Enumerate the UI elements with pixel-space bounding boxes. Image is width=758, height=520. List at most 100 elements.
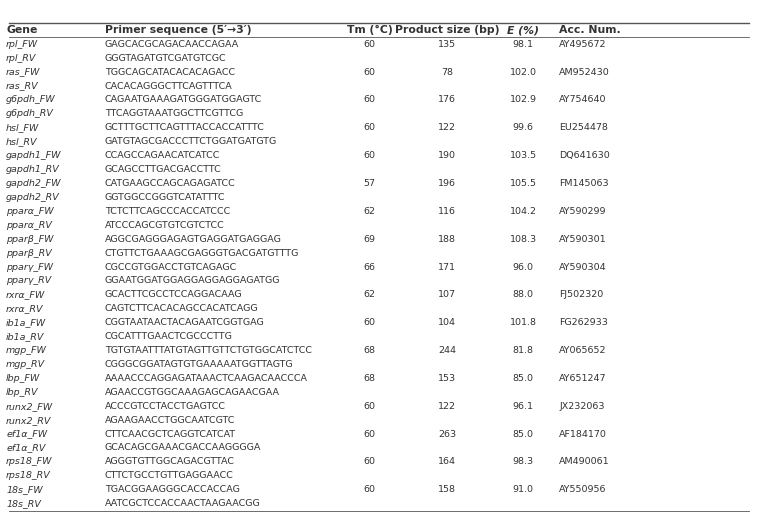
Text: 99.6: 99.6 bbox=[512, 123, 534, 132]
Text: rxrα_FW: rxrα_FW bbox=[6, 290, 45, 300]
Text: AY590299: AY590299 bbox=[559, 207, 607, 216]
Text: gapdh1_RV: gapdh1_RV bbox=[6, 165, 60, 174]
Text: AY651247: AY651247 bbox=[559, 374, 607, 383]
Text: lbp_RV: lbp_RV bbox=[6, 388, 39, 397]
Text: GCACTTCGCCTCCAGGACAAG: GCACTTCGCCTCCAGGACAAG bbox=[105, 290, 243, 300]
Text: TGACGGAAGGGCACCACCAG: TGACGGAAGGGCACCACCAG bbox=[105, 485, 240, 494]
Text: CGGTAATAACTACAGAATCGGTGAG: CGGTAATAACTACAGAATCGGTGAG bbox=[105, 318, 265, 327]
Text: 122: 122 bbox=[438, 402, 456, 411]
Text: 153: 153 bbox=[438, 374, 456, 383]
Text: 190: 190 bbox=[438, 151, 456, 160]
Text: 91.0: 91.0 bbox=[512, 485, 534, 494]
Text: AGGGTGTTGGCAGACGTTAC: AGGGTGTTGGCAGACGTTAC bbox=[105, 458, 235, 466]
Text: hsl_FW: hsl_FW bbox=[6, 123, 39, 132]
Text: g6pdh_RV: g6pdh_RV bbox=[6, 109, 54, 119]
Text: 60: 60 bbox=[364, 458, 375, 466]
Text: CTTCTGCCTGTTGAGGAACC: CTTCTGCCTGTTGAGGAACC bbox=[105, 471, 233, 480]
Text: GGTGGCCGGGTCATATTTC: GGTGGCCGGGTCATATTTC bbox=[105, 193, 225, 202]
Text: FM145063: FM145063 bbox=[559, 179, 609, 188]
Text: 158: 158 bbox=[438, 485, 456, 494]
Text: AATCGCTCCACCAACTAAGAACGG: AATCGCTCCACCAACTAAGAACGG bbox=[105, 499, 260, 508]
Text: 81.8: 81.8 bbox=[512, 346, 534, 355]
Text: 78: 78 bbox=[441, 68, 453, 76]
Text: 98.3: 98.3 bbox=[512, 458, 534, 466]
Text: AY590304: AY590304 bbox=[559, 263, 607, 271]
Text: 263: 263 bbox=[438, 430, 456, 438]
Text: Primer sequence (5′→3′): Primer sequence (5′→3′) bbox=[105, 25, 251, 35]
Text: AY065652: AY065652 bbox=[559, 346, 607, 355]
Text: 18s_RV: 18s_RV bbox=[6, 499, 41, 508]
Text: 107: 107 bbox=[438, 290, 456, 300]
Text: pparβ_FW: pparβ_FW bbox=[6, 235, 54, 244]
Text: AM490061: AM490061 bbox=[559, 458, 610, 466]
Text: rps18_RV: rps18_RV bbox=[6, 471, 51, 480]
Text: rpl_FW: rpl_FW bbox=[6, 40, 38, 49]
Text: 103.5: 103.5 bbox=[509, 151, 537, 160]
Text: 135: 135 bbox=[438, 40, 456, 49]
Text: 60: 60 bbox=[364, 151, 375, 160]
Text: 176: 176 bbox=[438, 96, 456, 105]
Text: g6pdh_FW: g6pdh_FW bbox=[6, 96, 55, 105]
Text: CAGAATGAAAGATGGGATGGAGTC: CAGAATGAAAGATGGGATGGAGTC bbox=[105, 96, 262, 105]
Text: GCTTTGCTTCAGTTTACCACCATTTC: GCTTTGCTTCAGTTTACCACCATTTC bbox=[105, 123, 265, 132]
Text: 101.8: 101.8 bbox=[509, 318, 537, 327]
Text: 164: 164 bbox=[438, 458, 456, 466]
Text: AM952430: AM952430 bbox=[559, 68, 610, 76]
Text: AY754640: AY754640 bbox=[559, 96, 607, 105]
Text: 104.2: 104.2 bbox=[509, 207, 537, 216]
Text: 102.0: 102.0 bbox=[509, 68, 537, 76]
Text: lbp_FW: lbp_FW bbox=[6, 374, 40, 383]
Text: Acc. Num.: Acc. Num. bbox=[559, 25, 621, 35]
Text: 68: 68 bbox=[364, 346, 375, 355]
Text: 62: 62 bbox=[364, 207, 375, 216]
Text: 62: 62 bbox=[364, 290, 375, 300]
Text: 57: 57 bbox=[364, 179, 375, 188]
Text: 60: 60 bbox=[364, 430, 375, 438]
Text: GGGTAGATGTCGATGTCGC: GGGTAGATGTCGATGTCGC bbox=[105, 54, 226, 63]
Text: Gene: Gene bbox=[6, 25, 37, 35]
Text: runx2_RV: runx2_RV bbox=[6, 415, 52, 425]
Text: CCAGCCAGAACATCATCC: CCAGCCAGAACATCATCC bbox=[105, 151, 220, 160]
Text: TCTCTTCAGCCCACCATCCC: TCTCTTCAGCCCACCATCCC bbox=[105, 207, 230, 216]
Text: AF184170: AF184170 bbox=[559, 430, 607, 438]
Text: 105.5: 105.5 bbox=[509, 179, 537, 188]
Text: gapdh1_FW: gapdh1_FW bbox=[6, 151, 61, 160]
Text: 60: 60 bbox=[364, 96, 375, 105]
Text: ib1a_FW: ib1a_FW bbox=[6, 318, 46, 327]
Text: runx2_FW: runx2_FW bbox=[6, 402, 53, 411]
Text: AGAACCGTGGCAAAGAGCAGAACGAA: AGAACCGTGGCAAAGAGCAGAACGAA bbox=[105, 388, 280, 397]
Text: mgp_FW: mgp_FW bbox=[6, 346, 47, 355]
Text: CATGAAGCCAGCAGAGATCC: CATGAAGCCAGCAGAGATCC bbox=[105, 179, 235, 188]
Text: Product size (bp): Product size (bp) bbox=[395, 25, 500, 35]
Text: TGTGTAATTTATGTAGTTGTTCTGTGGCATCTCC: TGTGTAATTTATGTAGTTGTTCTGTGGCATCTCC bbox=[105, 346, 312, 355]
Text: pparγ_RV: pparγ_RV bbox=[6, 277, 52, 285]
Text: 69: 69 bbox=[364, 235, 375, 244]
Text: TGGCAGCATACACACAGACC: TGGCAGCATACACACAGACC bbox=[105, 68, 235, 76]
Text: rps18_FW: rps18_FW bbox=[6, 458, 52, 466]
Text: 188: 188 bbox=[438, 235, 456, 244]
Text: AGGCGAGGGAGAGTGAGGATGAGGAG: AGGCGAGGGAGAGTGAGGATGAGGAG bbox=[105, 235, 281, 244]
Text: 60: 60 bbox=[364, 485, 375, 494]
Text: GGAATGGATGGAGGAGGAGGAGATGG: GGAATGGATGGAGGAGGAGGAGATGG bbox=[105, 277, 280, 285]
Text: 60: 60 bbox=[364, 123, 375, 132]
Text: ATCCCAGCGTGTCGTCTCC: ATCCCAGCGTGTCGTCTCC bbox=[105, 221, 224, 230]
Text: GCAGCCTTGACGACCTTC: GCAGCCTTGACGACCTTC bbox=[105, 165, 221, 174]
Text: ib1a_RV: ib1a_RV bbox=[6, 332, 45, 341]
Text: 68: 68 bbox=[364, 374, 375, 383]
Text: 104: 104 bbox=[438, 318, 456, 327]
Text: 18s_FW: 18s_FW bbox=[6, 485, 42, 494]
Text: CAGTCTTCACACAGCCACATCAGG: CAGTCTTCACACAGCCACATCAGG bbox=[105, 304, 258, 313]
Text: FG262933: FG262933 bbox=[559, 318, 608, 327]
Text: 60: 60 bbox=[364, 40, 375, 49]
Text: 244: 244 bbox=[438, 346, 456, 355]
Text: 108.3: 108.3 bbox=[509, 235, 537, 244]
Text: gapdh2_RV: gapdh2_RV bbox=[6, 193, 60, 202]
Text: Tm (°C): Tm (°C) bbox=[346, 25, 393, 35]
Text: 88.0: 88.0 bbox=[512, 290, 534, 300]
Text: mgp_RV: mgp_RV bbox=[6, 360, 45, 369]
Text: AY590301: AY590301 bbox=[559, 235, 607, 244]
Text: ras_RV: ras_RV bbox=[6, 82, 39, 90]
Text: 66: 66 bbox=[364, 263, 375, 271]
Text: rxrα_RV: rxrα_RV bbox=[6, 304, 43, 313]
Text: CACACAGGGCTTCAGTTTCA: CACACAGGGCTTCAGTTTCA bbox=[105, 82, 233, 90]
